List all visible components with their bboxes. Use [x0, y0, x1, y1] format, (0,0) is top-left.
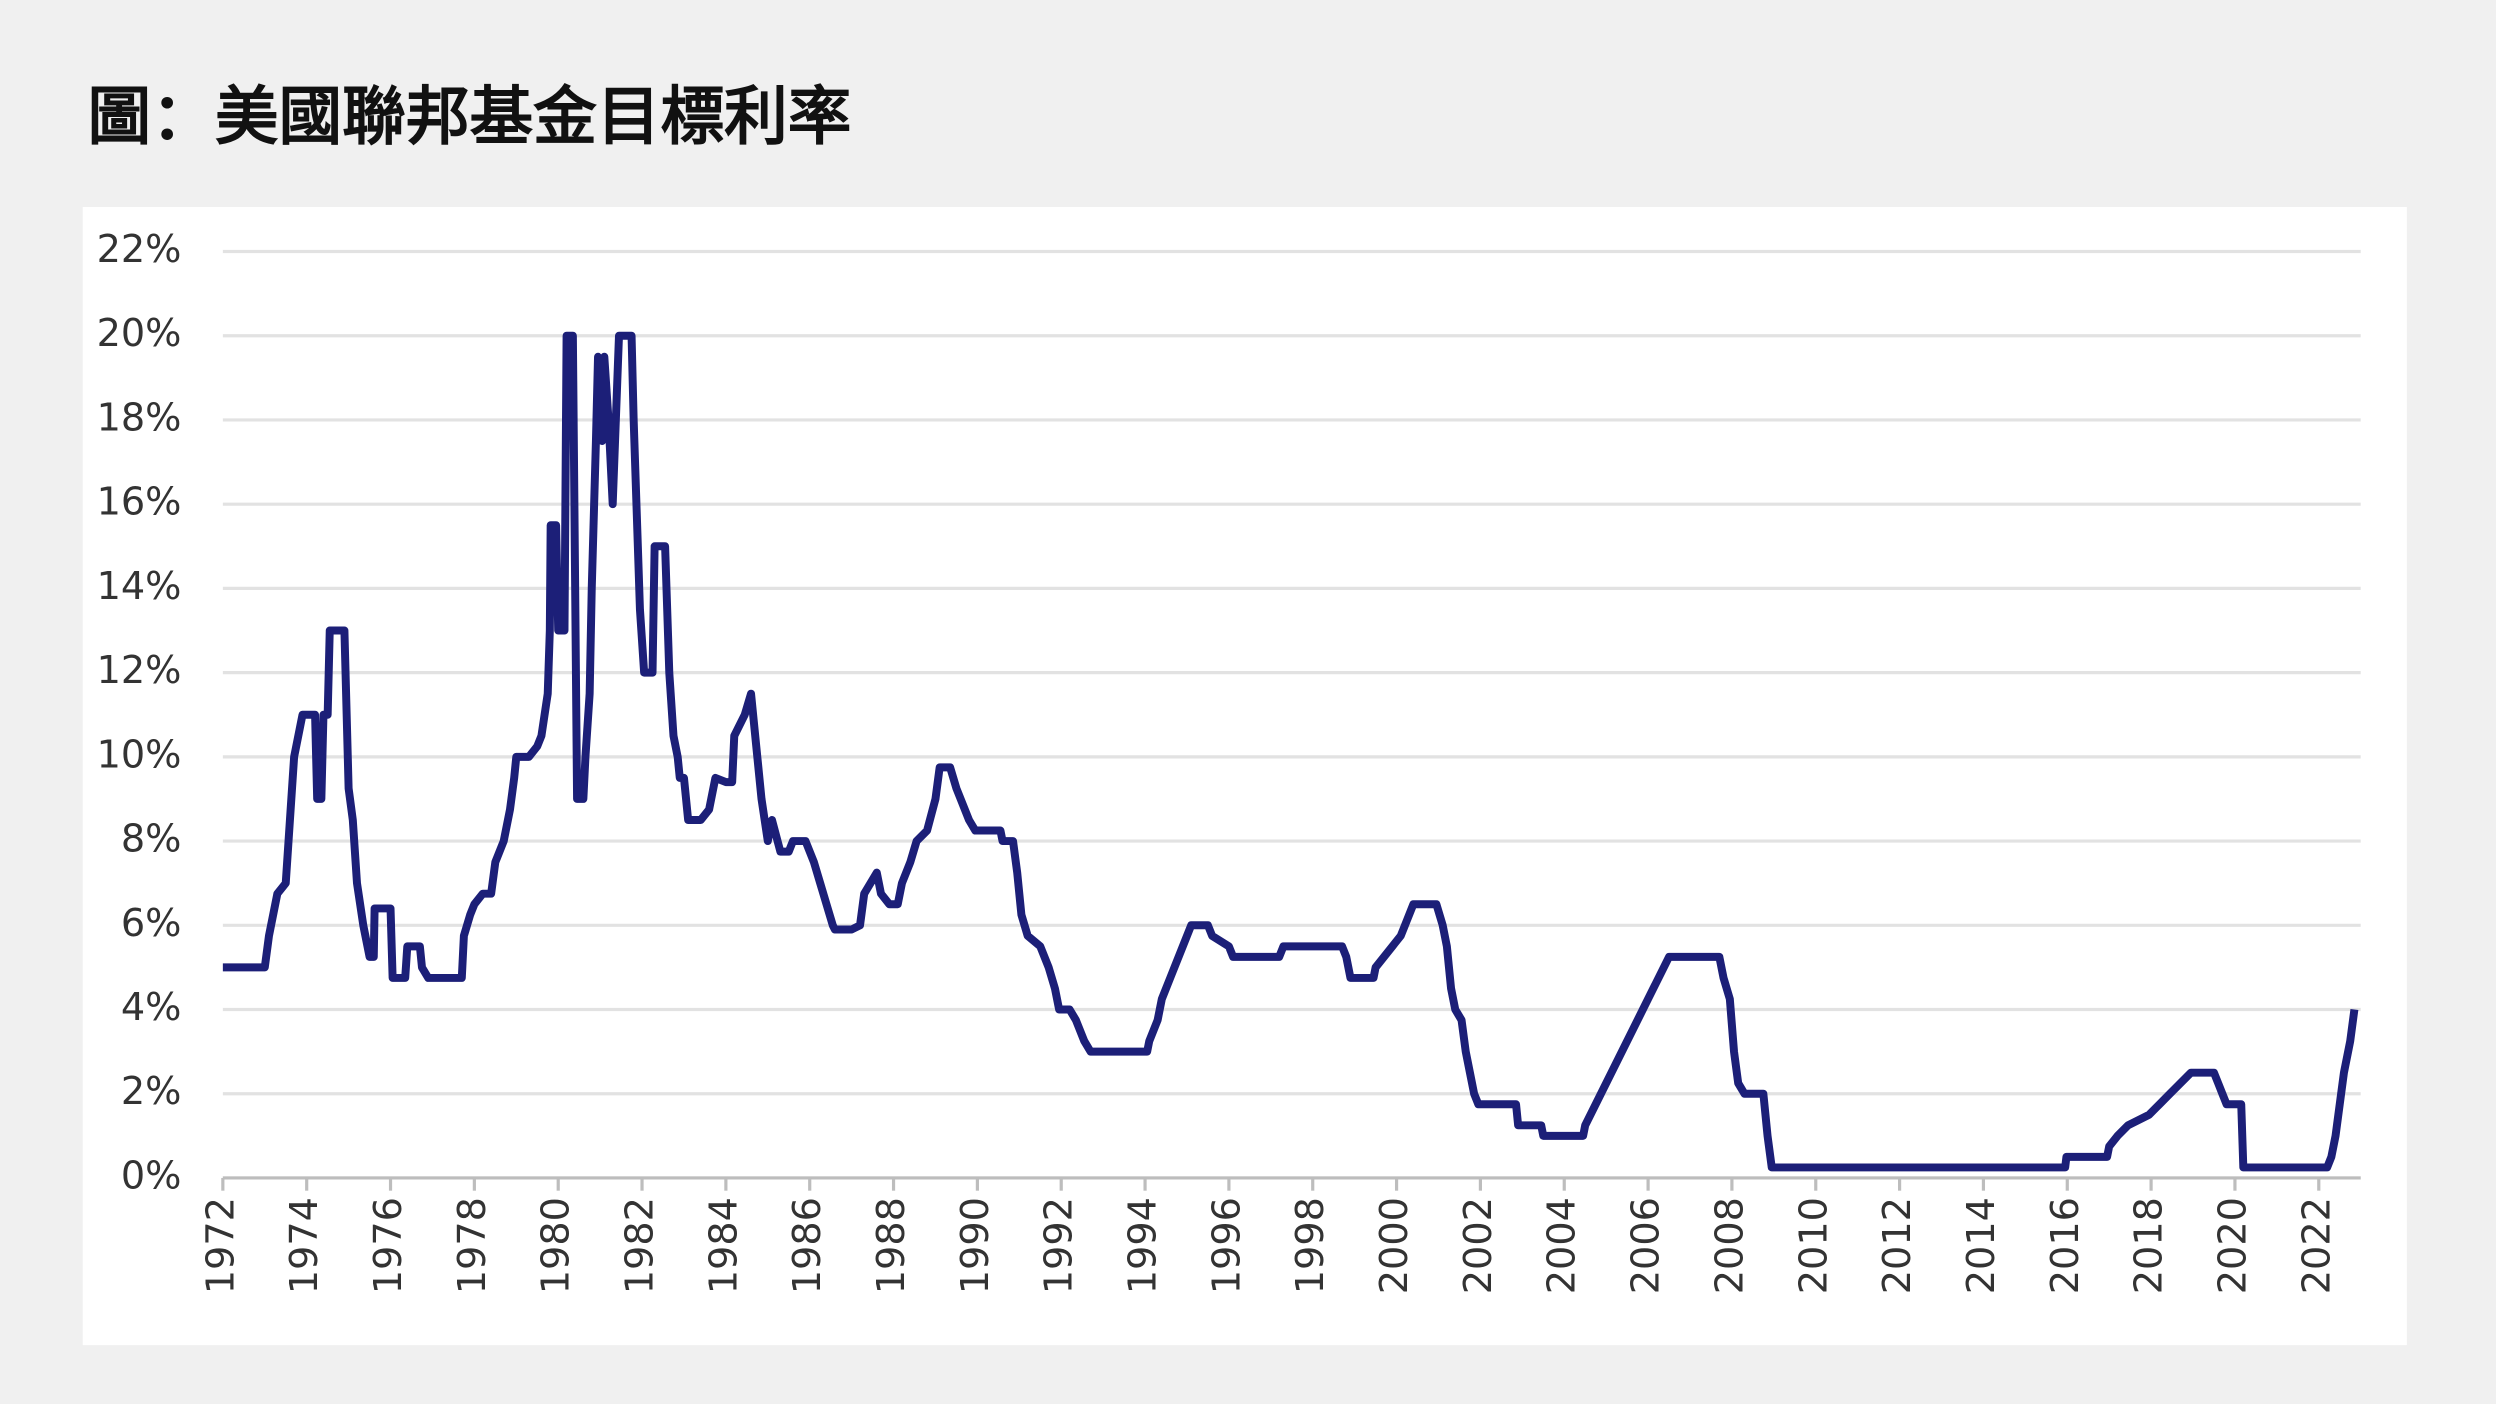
x-tick-label: 1988	[870, 1197, 914, 1294]
x-tick-label: 1976	[367, 1197, 411, 1294]
x-tick-label: 2004	[1541, 1197, 1585, 1294]
x-tick-label: 1982	[619, 1197, 663, 1294]
x-tick-label: 1998	[1289, 1197, 1333, 1294]
y-tick-label: 12%	[97, 649, 182, 693]
y-tick-label: 6%	[121, 902, 182, 946]
x-tick-label: 2018	[2128, 1197, 2172, 1294]
x-tick-label: 2014	[1960, 1197, 2004, 1294]
y-tick-label: 20%	[97, 312, 182, 356]
y-tick-label: 10%	[97, 733, 182, 777]
x-tick-label: 2022	[2295, 1197, 2339, 1294]
x-tick-label: 1984	[702, 1197, 746, 1294]
y-tick-label: 2%	[121, 1070, 182, 1114]
x-tick-label: 1992	[1038, 1197, 1082, 1294]
x-tick-label: 1980	[535, 1197, 579, 1294]
x-tick-label: 2006	[1625, 1197, 1669, 1294]
x-tick-label: 1978	[451, 1197, 495, 1294]
x-tick-label: 2012	[1876, 1197, 1920, 1294]
x-tick-label: 1974	[283, 1197, 327, 1294]
y-tick-label: 0%	[121, 1154, 182, 1198]
x-tick-label: 2000	[1373, 1197, 1417, 1294]
x-tick-label: 2016	[2044, 1197, 2088, 1294]
y-tick-label: 16%	[97, 481, 182, 525]
x-tick-label: 1996	[1205, 1197, 1249, 1294]
y-tick-label: 4%	[121, 986, 182, 1030]
x-tick-label: 2008	[1708, 1197, 1752, 1294]
x-tick-label: 1990	[954, 1197, 998, 1294]
x-tick-label: 1994	[1122, 1197, 1166, 1294]
y-tick-label: 22%	[97, 228, 182, 272]
chart-title: 圖：美國聯邦基金目標利率	[88, 81, 852, 155]
x-tick-label: 1972	[199, 1197, 243, 1294]
y-tick-label: 18%	[97, 396, 182, 440]
y-tick-label: 8%	[121, 818, 182, 862]
x-tick-label: 1986	[786, 1197, 830, 1294]
x-tick-label: 2010	[1792, 1197, 1836, 1294]
rate-line	[222, 331, 2359, 1172]
y-tick-label: 14%	[97, 565, 182, 609]
x-tick-label: 2002	[1457, 1197, 1501, 1294]
chart-panel	[82, 206, 2407, 1346]
x-tick-label: 2020	[2211, 1197, 2255, 1294]
